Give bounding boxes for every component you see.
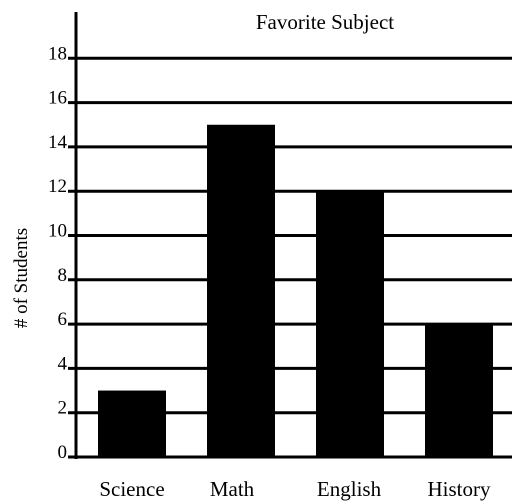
y-tick-label: 14 xyxy=(48,132,68,153)
y-tick-label: 0 xyxy=(58,442,68,463)
y-tick-label: 8 xyxy=(58,265,68,286)
bars xyxy=(98,124,493,457)
bar-english xyxy=(316,191,384,457)
y-tick-label: 4 xyxy=(58,353,68,374)
bar-history xyxy=(425,324,493,457)
x-category-label: History xyxy=(428,477,492,501)
chart-title: Favorite Subject xyxy=(256,10,394,34)
bar-science xyxy=(98,390,166,457)
y-tick-label: 12 xyxy=(48,176,67,197)
y-axis-label: # of Students xyxy=(11,228,32,328)
y-tick-label: 6 xyxy=(58,309,68,330)
x-category-label: Science xyxy=(99,477,164,501)
y-tick-label: 18 xyxy=(48,43,67,64)
y-tick-label: 2 xyxy=(58,398,68,419)
bar-math xyxy=(207,124,275,457)
x-category-label: English xyxy=(317,477,382,501)
y-tick-label: 10 xyxy=(48,221,67,242)
x-category-labels: Science Math English History xyxy=(99,477,491,501)
y-tick-label: 16 xyxy=(48,88,67,109)
y-tick-labels: 0 2 4 6 8 10 12 14 16 18 xyxy=(48,43,68,463)
x-category-label: Math xyxy=(210,477,255,501)
